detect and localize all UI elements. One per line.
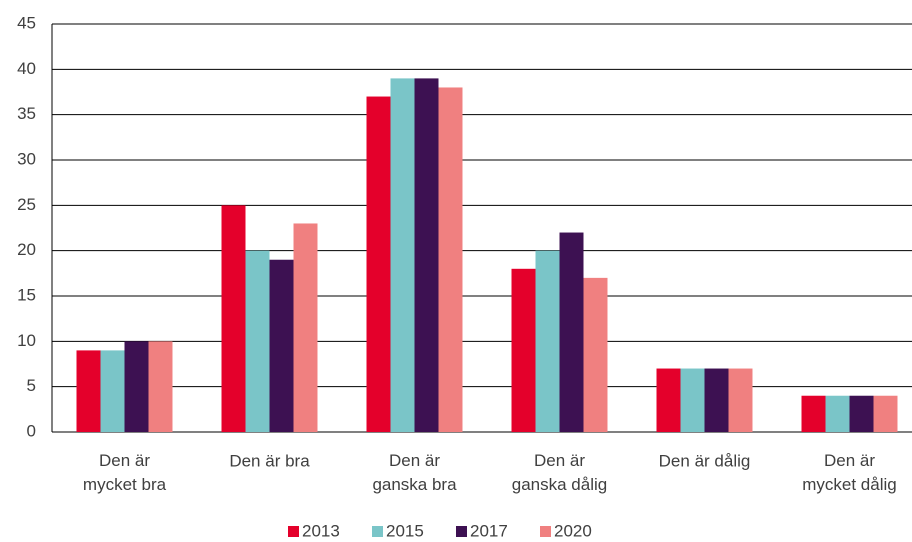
y-tick-label: 15 xyxy=(17,285,36,304)
y-tick-label: 0 xyxy=(27,421,36,440)
legend-swatch xyxy=(372,526,383,537)
legend-label: 2017 xyxy=(470,521,508,540)
y-tick-label: 5 xyxy=(27,376,36,395)
y-tick-label: 30 xyxy=(17,149,36,168)
legend-swatch xyxy=(288,526,299,537)
bar xyxy=(704,368,729,432)
bar xyxy=(293,223,318,432)
bar xyxy=(801,395,826,432)
x-tick-label: Den är mycket dålig xyxy=(802,451,896,494)
legend: 2013 2015 2017 2020 xyxy=(288,521,592,540)
bar xyxy=(76,350,101,432)
y-tick-label: 45 xyxy=(17,13,36,32)
x-tick-label: Den är mycket bra xyxy=(83,451,167,494)
bar xyxy=(148,341,173,432)
bar xyxy=(366,96,391,433)
bar xyxy=(656,368,681,432)
legend-label: 2020 xyxy=(554,521,592,540)
x-tick-label: Den är bra xyxy=(229,451,310,470)
bar xyxy=(124,341,149,432)
bar xyxy=(583,277,608,432)
bar xyxy=(849,395,874,432)
bar xyxy=(414,78,439,433)
y-tick-label: 10 xyxy=(17,331,36,350)
y-tick-label: 40 xyxy=(17,59,36,78)
x-tick-label: Den är dålig xyxy=(659,451,751,470)
bar xyxy=(535,250,560,432)
y-tick-label: 25 xyxy=(17,195,36,214)
y-tick-label: 35 xyxy=(17,104,36,123)
bar xyxy=(559,232,584,432)
x-tick-label: Den är ganska dålig xyxy=(512,451,607,494)
legend-swatch xyxy=(540,526,551,537)
bar xyxy=(825,395,850,432)
bar xyxy=(245,250,270,432)
legend-swatch xyxy=(456,526,467,537)
legend-label: 2013 xyxy=(302,521,340,540)
bar xyxy=(221,205,246,432)
bar xyxy=(438,87,463,432)
bar xyxy=(728,368,753,432)
bar xyxy=(680,368,705,432)
bar xyxy=(100,350,125,432)
bar xyxy=(390,78,415,433)
legend-label: 2015 xyxy=(386,521,424,540)
y-tick-label: 20 xyxy=(17,240,36,259)
bar xyxy=(873,395,898,432)
x-tick-label: Den är ganska bra xyxy=(372,451,457,494)
bar xyxy=(269,259,294,432)
bar xyxy=(511,268,536,432)
